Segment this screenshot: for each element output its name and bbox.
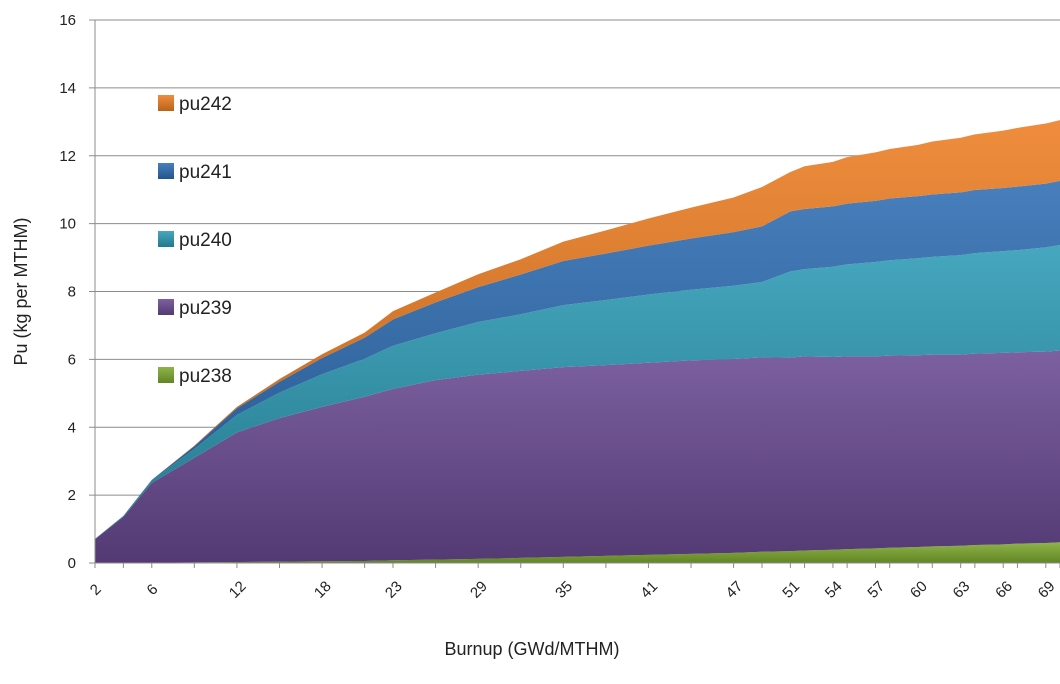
x-tick-label: 6 [144, 581, 162, 599]
y-axis-title: Pu (kg per MTHM) [11, 217, 31, 365]
x-tick-label: 63 [950, 578, 974, 602]
x-tick-labels: 2 6 12 18 23 29 35 41 47 51 54 57 60 63 66 69 [87, 578, 1059, 602]
x-tick-label: 12 [226, 578, 250, 602]
x-axis-title: Burnup (GWd/MTHM) [444, 639, 619, 659]
x-tick-label: 29 [467, 578, 491, 602]
axes [89, 19, 1060, 568]
x-tick-label: 47 [723, 578, 747, 602]
legend-swatch-pu238 [158, 367, 174, 383]
legend-swatch-pu242 [158, 95, 174, 111]
x-tick-label: 66 [992, 578, 1016, 602]
y-tick-labels: 0 2 4 6 8 10 12 14 16 [59, 12, 76, 572]
area-pu241 [95, 180, 1060, 539]
x-tick-label: 23 [382, 578, 406, 602]
legend-label-pu238: pu238 [179, 366, 232, 387]
x-tick-label: 57 [864, 578, 888, 602]
x-tick-label: 69 [1035, 578, 1059, 602]
area-pu240 [95, 245, 1060, 540]
x-tick-label: 2 [87, 581, 105, 599]
y-tick-label: 8 [68, 284, 76, 301]
y-tick-label: 6 [68, 351, 76, 368]
legend-swatch-pu240 [158, 231, 174, 247]
area-pu238 [95, 542, 1060, 563]
x-tick-label: 35 [552, 578, 576, 602]
legend: pu242 pu241 pu240 pu239 pu238 [158, 94, 232, 387]
x-tick-label: 18 [311, 578, 335, 602]
x-tick-label: 60 [907, 578, 931, 602]
x-tick-label: 41 [637, 578, 661, 602]
y-tick-label: 2 [68, 487, 76, 504]
x-tick-label: 51 [779, 578, 803, 602]
legend-label-pu241: pu241 [179, 162, 232, 183]
y-tick-label: 10 [59, 216, 76, 233]
x-tick-label: 54 [822, 578, 846, 602]
y-tick-label: 16 [59, 12, 76, 29]
y-tick-label: 4 [68, 419, 76, 436]
y-tick-label: 14 [59, 80, 76, 97]
area-series [95, 120, 1060, 563]
y-tick-label: 12 [59, 148, 76, 165]
legend-label-pu239: pu239 [179, 298, 232, 319]
area-pu242 [95, 120, 1060, 539]
legend-swatch-pu241 [158, 163, 174, 179]
legend-label-pu242: pu242 [179, 94, 232, 115]
legend-label-pu240: pu240 [179, 230, 232, 251]
area-pu239 [95, 350, 1060, 563]
legend-swatch-pu239 [158, 299, 174, 315]
y-tick-label: 0 [68, 555, 76, 572]
